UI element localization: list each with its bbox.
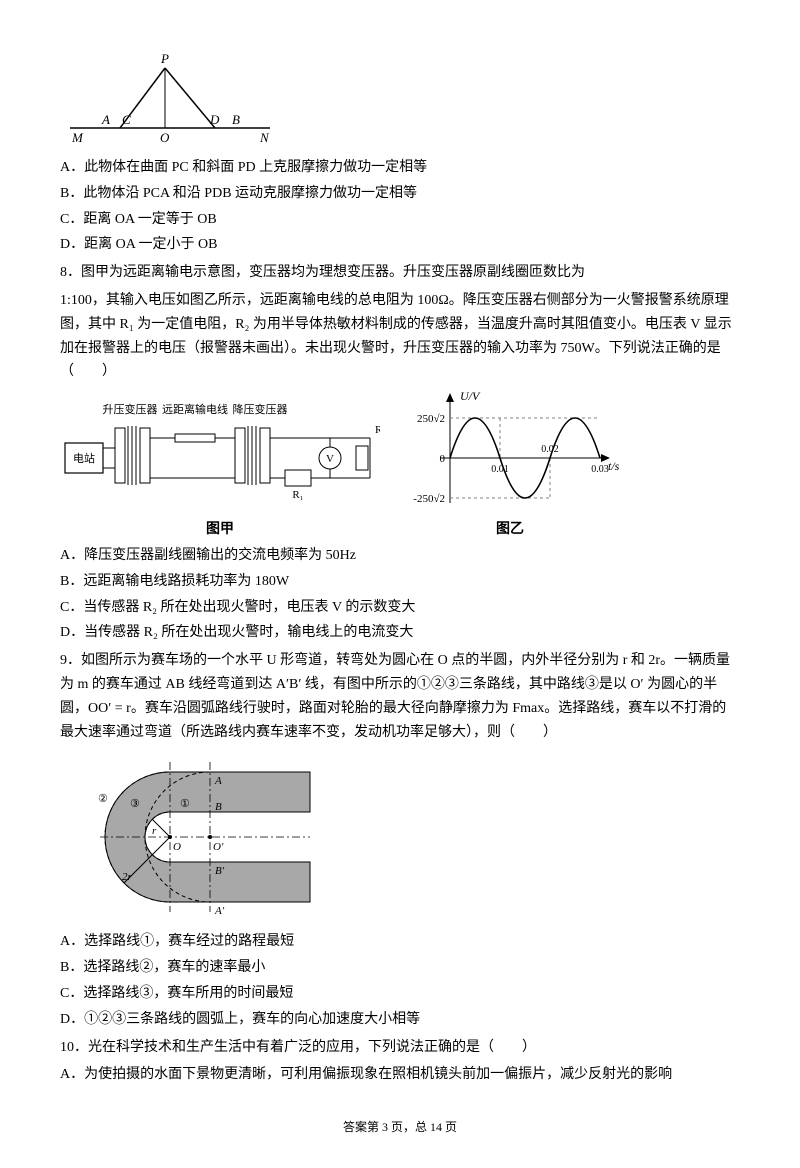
label-O: O [160, 130, 170, 145]
svg-text:250√2: 250√2 [417, 413, 445, 425]
svg-text:B: B [215, 801, 222, 813]
q8-option-b: B．远距离输电线路损耗功率为 180W [60, 570, 740, 594]
label-N: N [259, 130, 270, 145]
svg-text:降压变压器: 降压变压器 [233, 402, 288, 416]
q7-option-d: D．距离 OA 一定小于 OB [60, 233, 740, 257]
svg-text:电站: 电站 [73, 451, 95, 465]
svg-text:0.01: 0.01 [491, 464, 509, 475]
q7-option-b: B．此物体沿 PCA 和沿 PDB 运动克服摩擦力做功一定相等 [60, 182, 740, 206]
q9-option-a: A．选择路线①，赛车经过的路程最短 [60, 930, 740, 954]
svg-text:R₂: R₂ [375, 424, 380, 436]
svg-text:升压变压器: 升压变压器 [103, 402, 158, 416]
svg-text:③: ③ [130, 798, 140, 810]
label-C: C [122, 112, 131, 127]
q8-wave-caption: 图乙 [400, 518, 620, 542]
svg-text:-250√2: -250√2 [413, 493, 445, 505]
svg-text:A′: A′ [214, 905, 225, 917]
svg-text:B′: B′ [215, 865, 225, 877]
q8-option-c: C．当传感器 R₂ 所在处出现火警时，电压表 V 的示数变大 [60, 596, 740, 620]
q10-option-a: A．为使拍摄的水面下景物更清晰，可利用偏振现象在照相机镜头前加一偏振片，减少反射… [60, 1063, 740, 1087]
q8-option-d: D．当传感器 R₂ 所在处出现火警时，输电线上的电流变大 [60, 621, 740, 645]
q8-stem-line2: 1:100，其输入电压如图乙所示，远距离输电线的总电阻为 100Ω。降压变压器右… [60, 289, 740, 384]
svg-text:O′: O′ [213, 841, 224, 853]
q9-diagram: O O′ r 2r A B B′ A′ ① ② ③ [60, 752, 740, 922]
svg-text:0: 0 [440, 453, 446, 465]
q9-option-c: C．选择路线③，赛车所用的时间最短 [60, 982, 740, 1006]
svg-text:②: ② [98, 793, 108, 805]
label-A: A [101, 112, 110, 127]
q8-circuit: 电站 升压变压器 远距离输电线 降压变压器 [60, 388, 380, 542]
page-footer: 答案第 3 页，总 14 页 [60, 1117, 740, 1137]
q7-option-a: A．此物体在曲面 PC 和斜面 PD 上克服摩擦力做功一定相等 [60, 156, 740, 180]
q9-stem: 9．如图所示为赛车场的一个水平 U 形弯道，转弯处为圆心在 O 点的半圆，内外半… [60, 649, 740, 744]
svg-text:U/V: U/V [460, 389, 481, 403]
label-P: P [160, 51, 169, 66]
q8-stem-line1: 8．图甲为远距离输电示意图，变压器均为理想变压器。升压变压器原副线圈匝数比为 [60, 261, 740, 285]
svg-text:r: r [152, 825, 157, 837]
q9-option-d: D．①②③三条路线的圆弧上，赛车的向心加速度大小相等 [60, 1008, 740, 1032]
svg-text:O: O [173, 841, 181, 853]
label-D: D [209, 112, 220, 127]
svg-text:V: V [326, 453, 334, 465]
q7-diagram: P M A C O D B N [60, 48, 740, 148]
svg-text:2r: 2r [122, 871, 133, 883]
svg-text:0.03: 0.03 [591, 464, 609, 475]
label-M: M [71, 130, 84, 145]
label-B: B [232, 112, 240, 127]
q7-option-c: C．距离 OA 一定等于 OB [60, 208, 740, 232]
svg-text:t/s: t/s [608, 459, 620, 473]
q8-circuit-caption: 图甲 [60, 518, 380, 542]
q8-option-a: A．降压变压器副线圈输出的交流电频率为 50Hz [60, 544, 740, 568]
svg-text:①: ① [180, 798, 190, 810]
svg-text:R₁: R₁ [292, 489, 303, 501]
svg-text:远距离输电线: 远距离输电线 [162, 402, 228, 416]
q10-stem: 10．光在科学技术和生产生活中有着广泛的应用，下列说法正确的是（ ） [60, 1036, 740, 1060]
q8-figures: 电站 升压变压器 远距离输电线 降压变压器 [60, 388, 740, 542]
svg-text:A: A [214, 775, 222, 787]
svg-text:0.02: 0.02 [541, 444, 559, 455]
q8-wave: U/V t/s 250√2 0 -250√2 0.01 0.02 0.03 图乙 [400, 388, 620, 542]
q9-option-b: B．选择路线②，赛车的速率最小 [60, 956, 740, 980]
